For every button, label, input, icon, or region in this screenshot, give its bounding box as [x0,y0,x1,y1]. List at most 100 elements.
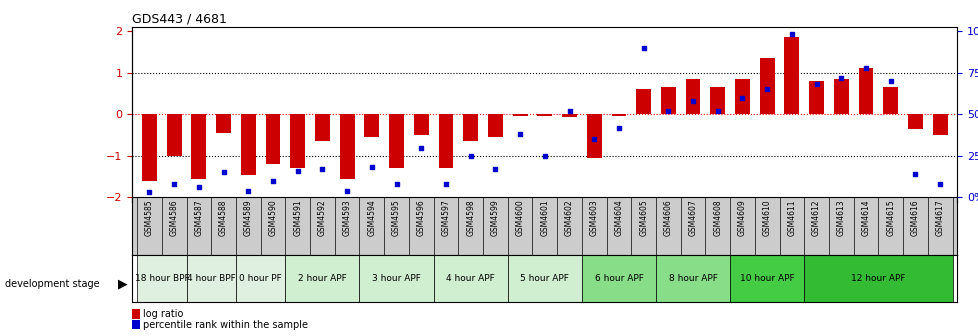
Text: GSM4598: GSM4598 [466,200,474,236]
Bar [932,114,947,135]
Bar [285,255,359,302]
Bar [636,89,650,114]
Point [808,82,823,87]
Text: 8 hour APF: 8 hour APF [668,275,717,283]
Point [536,153,552,159]
Text: GSM4605: GSM4605 [639,200,647,236]
Point [734,95,749,100]
Bar [685,79,700,114]
Point [931,181,947,187]
Text: GSM4614: GSM4614 [861,200,869,236]
Point [759,87,775,92]
Point [783,32,799,37]
Text: GSM4590: GSM4590 [268,200,277,236]
Point [709,108,725,114]
Point [685,98,700,103]
Text: GSM4597: GSM4597 [441,200,450,236]
Text: GSM4610: GSM4610 [762,200,771,236]
Text: GSM4600: GSM4600 [515,200,524,236]
Point [191,185,206,190]
Text: GSM4593: GSM4593 [342,200,351,236]
Bar [882,87,897,114]
Bar [166,114,181,156]
Text: GSM4585: GSM4585 [145,200,154,236]
Text: GSM4608: GSM4608 [713,200,722,236]
Bar [388,114,404,168]
Text: GSM4603: GSM4603 [589,200,599,236]
Text: log ratio: log ratio [143,309,183,319]
Text: 6 hour APF: 6 hour APF [594,275,643,283]
Bar [241,114,255,175]
Text: GSM4601: GSM4601 [540,200,549,236]
Text: GSM4615: GSM4615 [885,200,894,236]
Text: 12 hour APF: 12 hour APF [850,275,905,283]
Text: 3 hour APF: 3 hour APF [372,275,421,283]
Bar [339,114,354,179]
Text: ▶: ▶ [117,278,127,290]
Text: 5 hour APF: 5 hour APF [520,275,568,283]
Bar [655,255,730,302]
Bar [561,114,576,117]
Bar [290,114,305,168]
Bar [512,114,527,116]
Point [586,136,601,142]
Point [463,153,478,159]
Text: 4 hour APF: 4 hour APF [446,275,495,283]
Bar [142,114,156,181]
Bar [359,255,433,302]
Text: 4 hour BPF: 4 hour BPF [187,275,236,283]
Point [487,166,503,172]
Bar [236,255,285,302]
Point [215,170,231,175]
Bar [315,114,330,141]
Point [438,181,454,187]
Text: GSM4591: GSM4591 [293,200,302,236]
Text: GSM4587: GSM4587 [195,200,203,236]
Bar [809,81,823,114]
Text: 2 hour APF: 2 hour APF [297,275,346,283]
Bar [804,255,952,302]
Bar [137,255,187,302]
Text: GSM4609: GSM4609 [737,200,746,236]
Point [907,171,922,177]
Text: 10 hour APF: 10 hour APF [739,275,794,283]
Text: GSM4604: GSM4604 [614,200,623,236]
Text: development stage: development stage [5,279,100,289]
Bar [537,114,552,116]
Point [832,75,848,80]
Bar [414,114,428,135]
Bar [710,87,725,114]
Bar [833,79,848,114]
Bar [187,255,236,302]
Text: GSM4596: GSM4596 [417,200,425,236]
Point [413,145,428,150]
Bar [858,69,872,114]
Point [882,78,898,84]
Point [339,188,355,194]
Point [364,165,379,170]
Bar [611,114,626,116]
Point [265,178,281,183]
Bar [216,114,231,133]
Text: GSM4588: GSM4588 [219,200,228,236]
Bar [463,114,477,141]
Text: GSM4602: GSM4602 [564,200,573,236]
Text: GDS443 / 4681: GDS443 / 4681 [132,13,227,26]
Text: GSM4586: GSM4586 [169,200,179,236]
Point [610,125,626,130]
Bar [783,37,798,114]
Bar [433,255,508,302]
Text: GSM4611: GSM4611 [786,200,795,236]
Text: GSM4594: GSM4594 [367,200,376,236]
Text: GSM4616: GSM4616 [910,200,919,236]
Bar [438,114,453,168]
Point [635,45,650,50]
Bar [759,58,774,114]
Text: 18 hour BPF: 18 hour BPF [134,275,189,283]
Text: GSM4617: GSM4617 [935,200,944,236]
Point [511,131,527,137]
Point [166,181,182,187]
Bar [487,114,503,137]
Bar [192,114,206,179]
Point [314,166,330,172]
